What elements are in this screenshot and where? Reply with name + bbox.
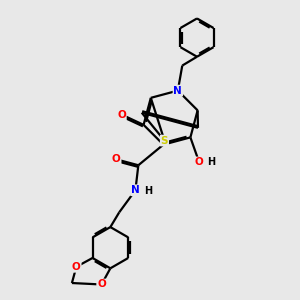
Text: H: H	[144, 186, 152, 196]
Text: N: N	[173, 85, 182, 96]
Text: S: S	[161, 136, 168, 146]
Text: H: H	[208, 158, 216, 167]
Text: O: O	[72, 262, 81, 272]
Text: N: N	[131, 185, 140, 195]
Text: O: O	[117, 110, 126, 119]
Text: O: O	[195, 158, 204, 167]
Text: O: O	[112, 154, 121, 164]
Text: O: O	[97, 280, 106, 290]
